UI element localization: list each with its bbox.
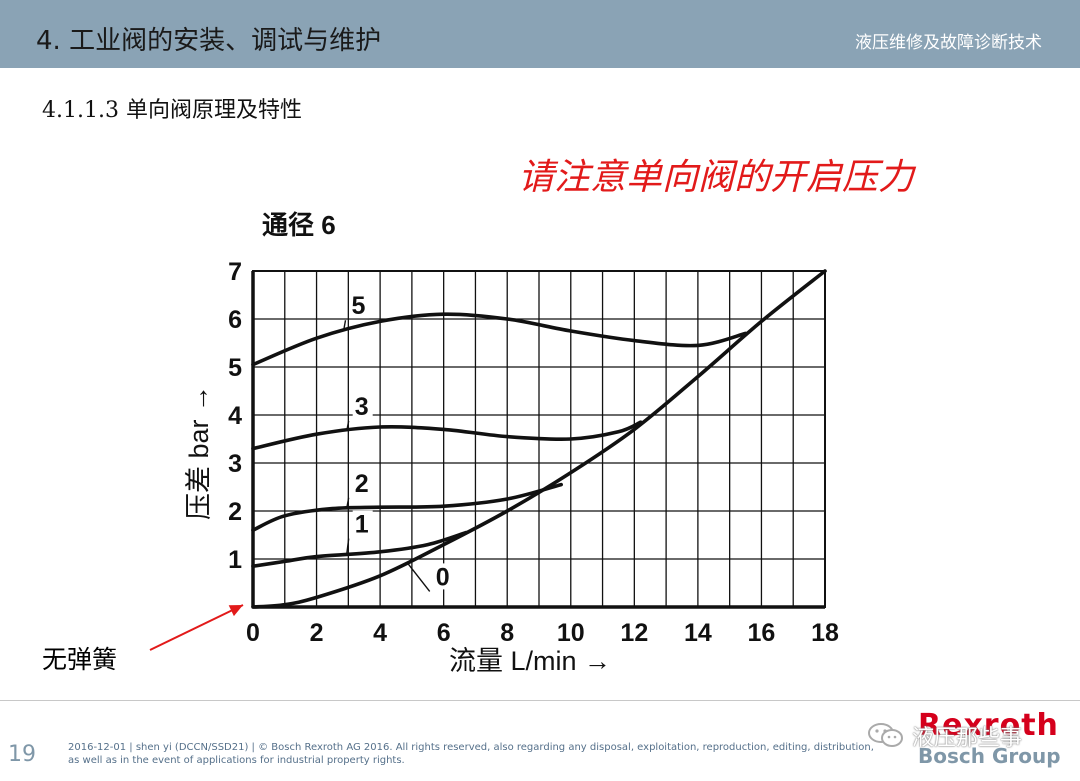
page-number: 19 — [8, 742, 36, 767]
section-title: 4.1.1.3 单向阀原理及特性 — [42, 98, 302, 123]
series-line-3 — [251, 420, 643, 451]
copyright-notice: 2016-12-01 | shen yi (DCCN/SSD21) | © Bo… — [68, 741, 874, 767]
y-tick-label: 6 — [228, 306, 242, 334]
series-leader-1 — [346, 538, 350, 555]
x-tick-label: 18 — [811, 619, 839, 647]
highlight-note: 请注意单向阀的开启压力 — [518, 157, 915, 198]
series-label-bg-2 — [352, 469, 373, 496]
x-tick-label: 16 — [748, 619, 776, 647]
x-axis-label: 流量 L/min → — [449, 646, 611, 676]
series-leader-5 — [342, 320, 347, 332]
y-tick-label: 2 — [228, 498, 242, 526]
copyright-line-2: as well as in the event of applications … — [68, 755, 405, 766]
x-tick-label: 12 — [620, 619, 648, 647]
series-label-2: 2 — [355, 470, 369, 498]
series-leader-0 — [406, 562, 431, 592]
series-label-bg-5 — [349, 292, 370, 319]
wechat-icon — [868, 723, 903, 747]
footer-divider — [0, 700, 1080, 701]
y-tick-label: 5 — [228, 354, 242, 382]
annotation-arrow — [149, 604, 244, 651]
no-spring-label: 无弹簧 — [42, 645, 118, 674]
watermark-text: 液压那些事 — [912, 726, 1023, 751]
series-leader-2 — [346, 497, 350, 509]
chart-title: 通径 6 — [262, 210, 336, 240]
x-tick-label: 6 — [437, 619, 451, 647]
y-tick-label: 4 — [228, 402, 242, 430]
rexroth-logo: Rexroth — [918, 708, 1059, 743]
bosch-group-label: Bosch Group — [918, 744, 1061, 768]
y-tick-label: 7 — [228, 258, 242, 286]
course-title: 液压维修及故障诊断技术 — [855, 33, 1042, 53]
series-label-5: 5 — [352, 292, 366, 320]
slide-header: 4. 工业阀的安装、调试与维护 液压维修及故障诊断技术 — [0, 0, 1080, 68]
y-axis-label: 压差 bar → — [184, 385, 214, 520]
series-line-5 — [251, 312, 748, 367]
series-label-1: 1 — [355, 511, 369, 539]
series-label-3: 3 — [355, 393, 369, 421]
x-tick-label: 14 — [684, 619, 712, 647]
copyright-line-1: 2016-12-01 | shen yi (DCCN/SSD21) | © Bo… — [68, 742, 874, 753]
slide-title: 4. 工业阀的安装、调试与维护 — [36, 26, 382, 56]
series-label-0: 0 — [436, 563, 450, 591]
annotation-arrowhead — [228, 605, 243, 617]
y-tick-label: 3 — [228, 450, 242, 478]
series-line-2 — [251, 482, 563, 532]
y-tick-label: 1 — [228, 546, 242, 574]
series-leader-3 — [346, 420, 350, 431]
series-line-0 — [251, 269, 827, 609]
series-label-bg-3 — [352, 393, 373, 419]
series-label-bg-1 — [352, 510, 373, 537]
x-tick-label: 8 — [500, 619, 514, 647]
series-label-bg-0 — [433, 563, 454, 590]
x-tick-label: 0 — [246, 619, 260, 647]
x-tick-label: 2 — [310, 619, 324, 647]
x-tick-label: 4 — [373, 619, 387, 647]
x-tick-label: 10 — [557, 619, 585, 647]
